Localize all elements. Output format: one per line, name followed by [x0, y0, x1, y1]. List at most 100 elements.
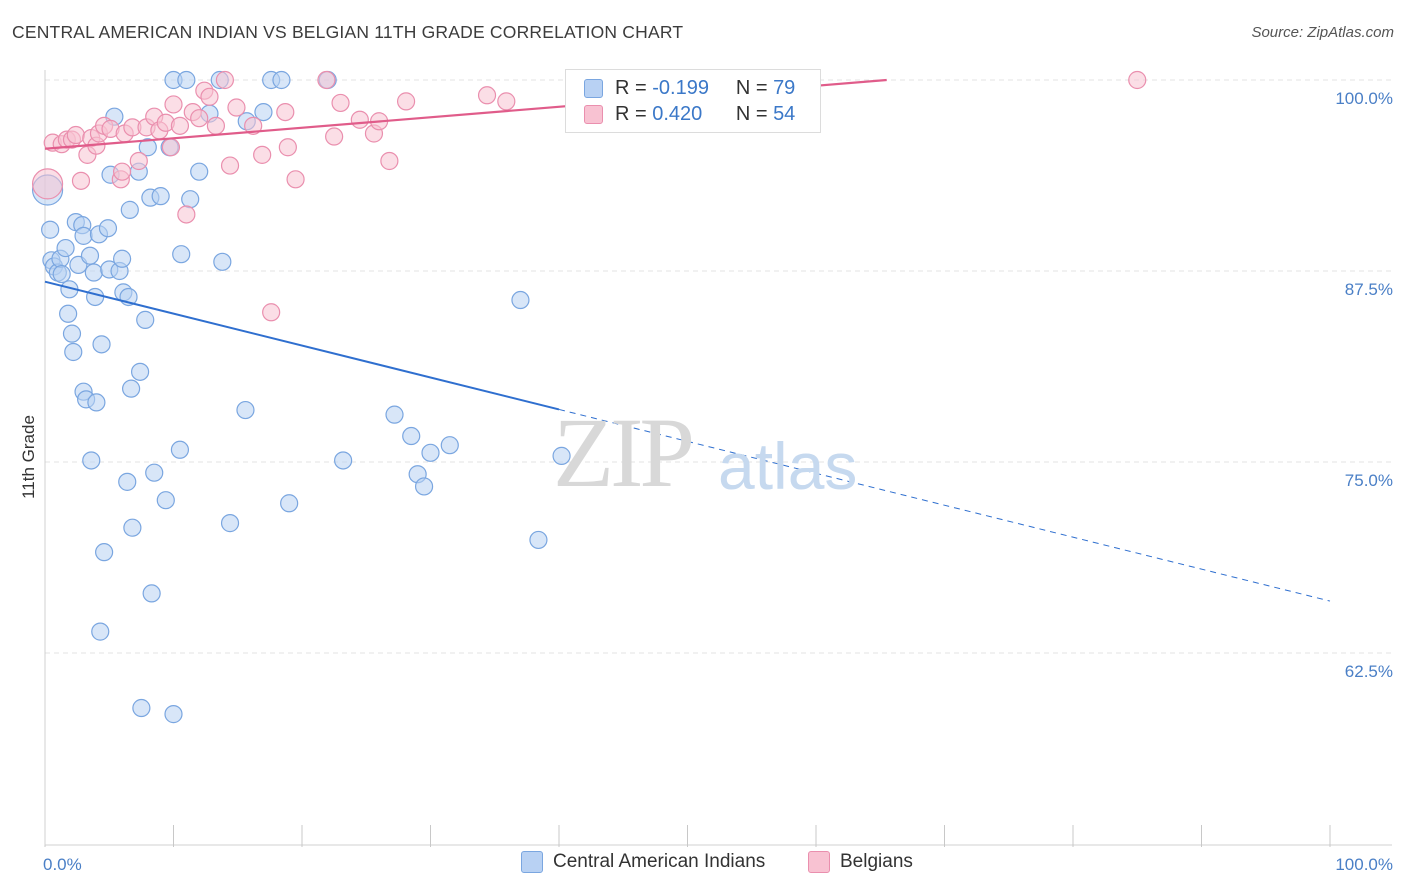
- data-point: [92, 335, 111, 354]
- legend-n-value: 79: [773, 76, 796, 99]
- data-point: [112, 249, 132, 268]
- legend-swatch-blue: [521, 851, 543, 873]
- data-point: [129, 151, 148, 171]
- legend-n-label: N =: [735, 102, 768, 125]
- data-point: [227, 98, 246, 117]
- data-point: [112, 162, 132, 181]
- data-point: [156, 491, 175, 510]
- data-point: [95, 543, 114, 562]
- data-point: [84, 263, 103, 282]
- y-axis-ticks: 62.5% 75.0% 87.5% 100.0%: [1335, 89, 1393, 681]
- data-point: [253, 145, 272, 164]
- data-point: [244, 116, 263, 135]
- legend-r-value: 0.420: [652, 102, 703, 125]
- data-point: [262, 303, 281, 322]
- data-point: [278, 138, 297, 157]
- x-tick-label: 100.0%: [1335, 855, 1393, 874]
- trend-line-central-american-indians: [44, 280, 560, 411]
- data-point: [177, 205, 196, 224]
- legend-item-central-american-indians: Central American Indians: [521, 851, 765, 873]
- data-point: [552, 446, 571, 465]
- data-point: [80, 246, 100, 265]
- data-point: [325, 127, 344, 146]
- data-point: [529, 530, 548, 550]
- data-point: [272, 70, 291, 90]
- series-central-american-indians: [31, 70, 571, 724]
- x-tick-label: 0.0%: [43, 855, 82, 874]
- data-point: [130, 362, 150, 381]
- data-point: [120, 200, 139, 219]
- legend-swatch-pink: [808, 851, 830, 873]
- legend-row-belgians: R = 0.420 N = 54: [584, 101, 795, 127]
- legend-item-label: Belgians: [840, 851, 913, 872]
- trend-line-central-american-indians-extrapolated: [558, 408, 1331, 602]
- data-point: [62, 324, 82, 343]
- data-point: [177, 70, 196, 90]
- data-point: [118, 472, 137, 491]
- data-point: [477, 86, 497, 105]
- y-tick-label: 75.0%: [1345, 471, 1393, 490]
- data-point: [66, 125, 85, 145]
- data-point: [71, 171, 91, 190]
- data-point: [86, 287, 105, 307]
- legend-r-label: R =: [615, 76, 647, 99]
- data-point: [164, 95, 183, 114]
- data-point: [206, 116, 226, 135]
- data-point: [414, 477, 434, 496]
- y-axis-label: 11th Grade: [19, 415, 38, 499]
- legend-r-value: -0.199: [652, 76, 709, 99]
- data-point: [74, 226, 93, 245]
- data-point: [350, 110, 369, 129]
- data-point: [164, 705, 183, 724]
- data-point: [64, 342, 83, 362]
- data-point: [280, 494, 299, 513]
- data-point: [136, 310, 155, 329]
- data-point: [170, 116, 190, 135]
- legend-swatch-pink: [584, 104, 603, 124]
- data-point: [276, 102, 295, 122]
- data-point: [142, 584, 161, 603]
- chart-source: Source: ZipAtlas.com: [1251, 24, 1394, 41]
- x-axis-ticks: 0.0% 100.0%: [43, 825, 1393, 874]
- grid-lines: [45, 79, 1392, 654]
- data-point: [1128, 70, 1147, 90]
- data-point: [91, 622, 110, 641]
- data-point: [170, 440, 190, 459]
- data-point: [215, 70, 234, 90]
- data-point: [220, 514, 240, 533]
- chart-title: CENTRAL AMERICAN INDIAN VS BELGIAN 11TH …: [12, 22, 684, 42]
- data-point: [87, 393, 106, 412]
- data-point: [123, 518, 142, 537]
- data-point: [334, 451, 353, 470]
- data-point: [121, 379, 141, 398]
- data-point: [331, 93, 350, 113]
- data-point: [145, 463, 164, 482]
- legend-n-value: 54: [773, 102, 796, 125]
- legend-row-central-american-indians: R = -0.199 N = 79: [584, 75, 795, 101]
- data-point: [213, 252, 232, 271]
- data-point: [161, 138, 181, 157]
- data-point: [236, 400, 255, 420]
- legend-swatch-blue: [584, 78, 603, 98]
- data-point: [380, 151, 399, 171]
- data-point: [220, 156, 240, 175]
- data-point: [31, 168, 64, 200]
- data-point: [317, 70, 336, 90]
- legend-n-label: N =: [735, 76, 768, 99]
- data-point: [396, 92, 416, 111]
- data-point: [190, 109, 209, 128]
- data-point: [56, 238, 75, 258]
- data-point: [200, 87, 219, 106]
- legend-item-label: Central American Indians: [553, 851, 766, 872]
- data-point: [82, 451, 101, 470]
- data-point: [98, 219, 118, 238]
- data-point: [385, 405, 404, 424]
- data-point: [402, 426, 421, 446]
- data-point: [172, 245, 191, 264]
- data-point: [511, 290, 530, 310]
- data-point: [497, 92, 516, 111]
- data-point: [151, 187, 170, 206]
- legend-item-belgians: Belgians: [808, 851, 913, 873]
- y-tick-label: 87.5%: [1345, 280, 1393, 299]
- watermark-atlas: atlas: [718, 429, 858, 503]
